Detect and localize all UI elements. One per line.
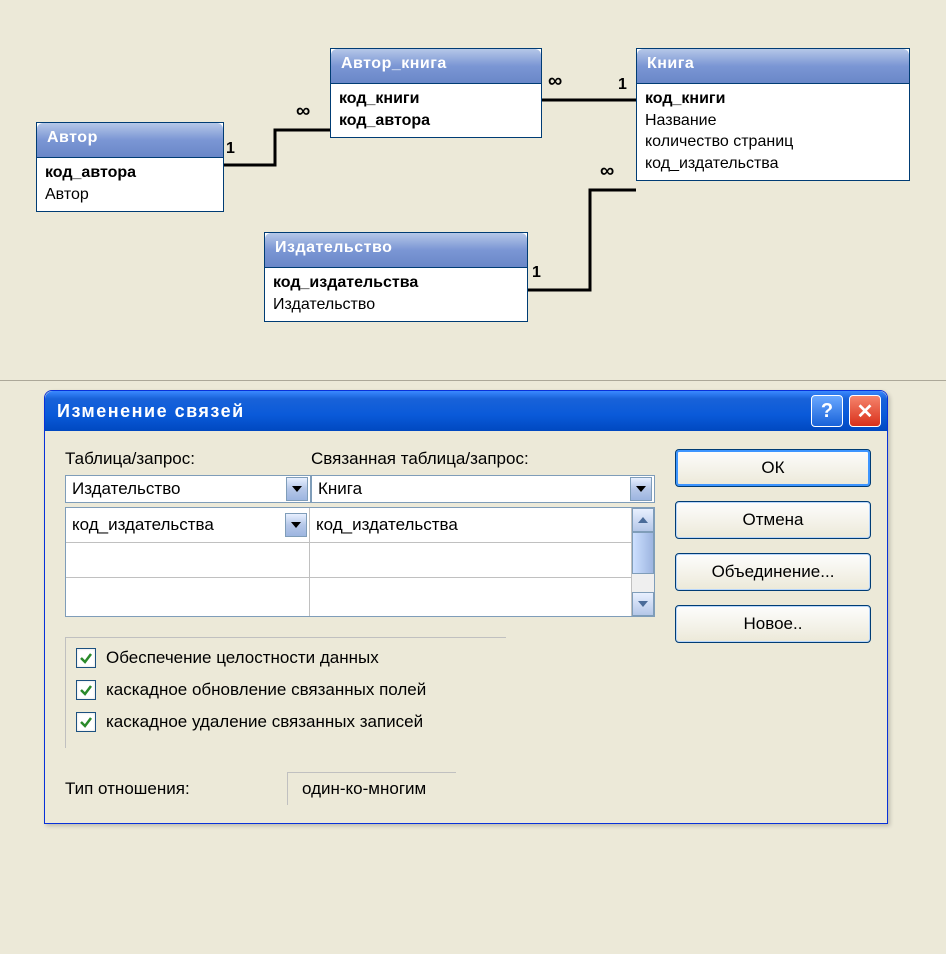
- dropdown-button[interactable]: [630, 477, 652, 501]
- cardinality-label: 1: [618, 76, 627, 94]
- related-table-query-label: Связанная таблица/запрос:: [311, 449, 529, 469]
- grid-cell[interactable]: [310, 543, 631, 578]
- new-button[interactable]: Новое..: [675, 605, 871, 643]
- relation-type-value: один-ко-многим: [287, 772, 456, 805]
- combo-value: Книга: [318, 479, 630, 499]
- grid-cell-value: код_издательства: [316, 515, 458, 535]
- entity-book[interactable]: Книга код_книги Название количество стра…: [636, 48, 910, 181]
- checkmark-icon: [79, 715, 93, 729]
- join-button[interactable]: Объединение...: [675, 553, 871, 591]
- grid-cell[interactable]: код_издательства: [66, 508, 309, 543]
- table-query-label: Таблица/запрос:: [65, 449, 311, 469]
- checkbox-label: Обеспечение целостности данных: [106, 648, 379, 668]
- grid-cell[interactable]: [66, 578, 309, 612]
- checkmark-icon: [79, 683, 93, 697]
- entity-title: Книга: [637, 49, 909, 84]
- field-name: код_издательства: [273, 272, 519, 294]
- relation-type-label: Тип отношения:: [65, 779, 287, 799]
- combo-value: Издательство: [72, 479, 286, 499]
- related-table-combo[interactable]: Книга: [311, 475, 655, 503]
- field-name: код_книги: [339, 88, 533, 110]
- checkbox-label: каскадное удаление связанных записей: [106, 712, 423, 732]
- help-icon: ?: [821, 400, 833, 423]
- table-combo[interactable]: Издательство: [65, 475, 311, 503]
- entity-publisher[interactable]: Издательство код_издательства Издательст…: [264, 232, 528, 322]
- fields-grid[interactable]: код_издательства код_издательства: [65, 507, 655, 617]
- field-name: Издательство: [273, 294, 519, 316]
- dropdown-button[interactable]: [285, 513, 307, 537]
- close-icon: ✕: [857, 399, 874, 424]
- entity-title: Издательство: [265, 233, 527, 268]
- cardinality-label: ∞: [296, 100, 310, 123]
- cardinality-label: ∞: [548, 70, 562, 93]
- integrity-options: Обеспечение целостности данных каскадное…: [65, 637, 506, 748]
- chevron-down-icon: [292, 486, 302, 492]
- grid-cell-value: код_издательства: [72, 515, 285, 535]
- cancel-button[interactable]: Отмена: [675, 501, 871, 539]
- cascade-update-checkbox[interactable]: [76, 680, 96, 700]
- edit-relationships-dialog: Изменение связей ? ✕ Таблица/запрос: Свя…: [44, 390, 888, 824]
- field-name: код_автора: [45, 162, 215, 184]
- close-button[interactable]: ✕: [849, 395, 881, 427]
- chevron-down-icon: [638, 601, 648, 607]
- scroll-thumb[interactable]: [632, 532, 654, 574]
- cardinality-label: 1: [532, 264, 541, 282]
- chevron-down-icon: [291, 522, 301, 528]
- entity-title: Автор_книга: [331, 49, 541, 84]
- entity-author[interactable]: Автор код_автора Автор: [36, 122, 224, 212]
- chevron-down-icon: [636, 486, 646, 492]
- integrity-checkbox[interactable]: [76, 648, 96, 668]
- entity-author-book[interactable]: Автор_книга код_книги код_автора: [330, 48, 542, 138]
- checkmark-icon: [79, 651, 93, 665]
- grid-cell[interactable]: код_издательства: [310, 508, 631, 543]
- grid-scrollbar[interactable]: [632, 508, 654, 616]
- cascade-delete-checkbox[interactable]: [76, 712, 96, 732]
- cardinality-label: 1: [226, 140, 235, 158]
- scroll-up-button[interactable]: [632, 508, 654, 532]
- field-name: Автор: [45, 184, 215, 206]
- field-name: код_издательства: [645, 153, 901, 175]
- chevron-up-icon: [638, 517, 648, 523]
- cardinality-label: ∞: [600, 160, 614, 183]
- grid-cell[interactable]: [66, 543, 309, 578]
- checkbox-label: каскадное обновление связанных полей: [106, 680, 426, 700]
- scroll-down-button[interactable]: [632, 592, 654, 616]
- grid-cell[interactable]: [310, 578, 631, 612]
- dialog-title: Изменение связей: [57, 401, 805, 422]
- relationships-canvas[interactable]: 1 ∞ ∞ 1 1 ∞ Автор код_автора Автор Автор…: [0, 0, 946, 381]
- field-name: код_книги: [645, 88, 901, 110]
- field-name: код_автора: [339, 110, 533, 132]
- help-button[interactable]: ?: [811, 395, 843, 427]
- entity-title: Автор: [37, 123, 223, 158]
- field-name: количество страниц: [645, 131, 901, 153]
- dialog-titlebar[interactable]: Изменение связей ? ✕: [45, 391, 887, 431]
- dropdown-button[interactable]: [286, 477, 308, 501]
- field-name: Название: [645, 110, 901, 132]
- ok-button[interactable]: ОК: [675, 449, 871, 487]
